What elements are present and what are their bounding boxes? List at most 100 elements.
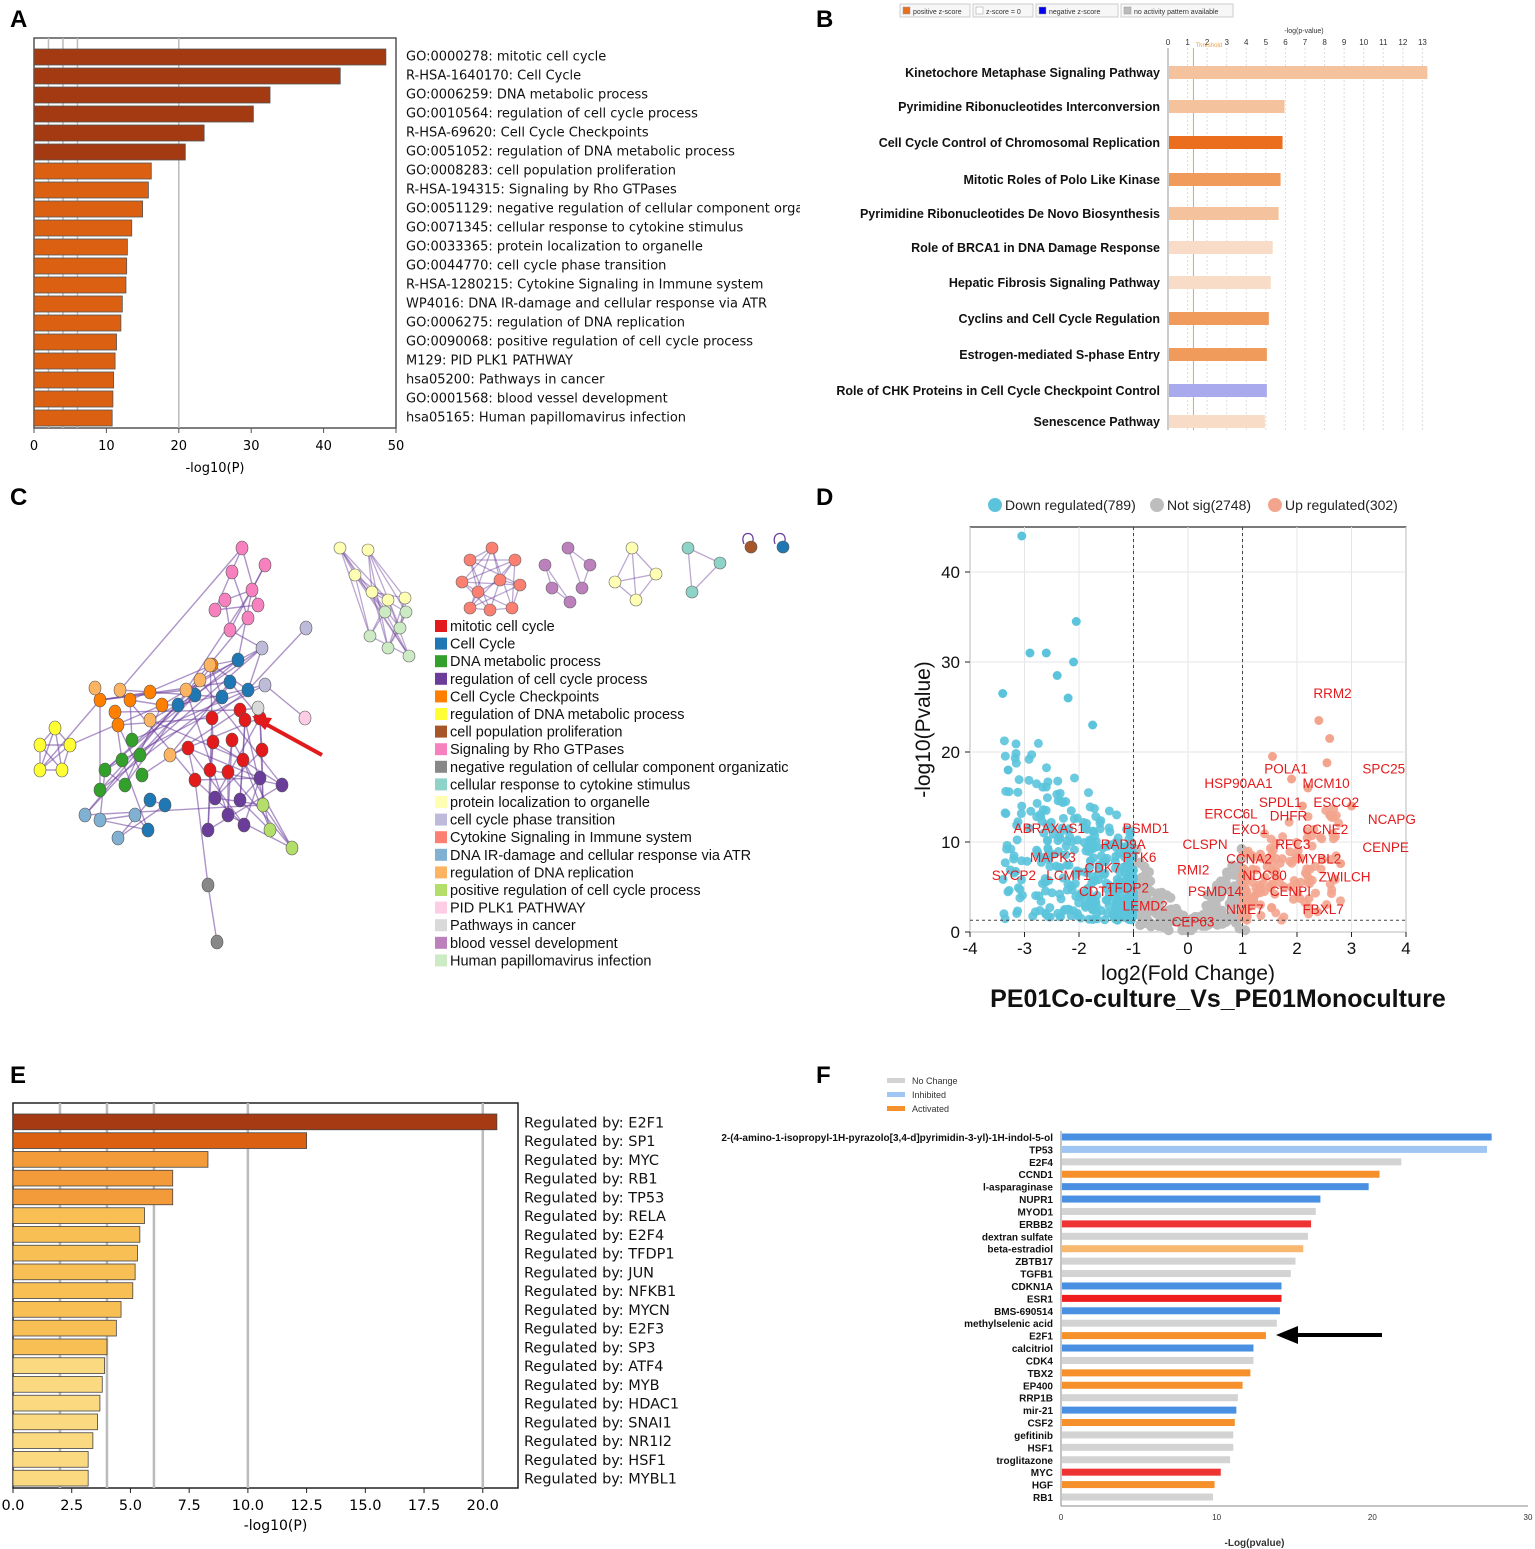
a-bar [33, 276, 127, 294]
f-category-label: NUPR1 [1019, 1195, 1053, 1206]
c-node [393, 621, 407, 635]
chart-a: GO:0000278: mitotic cell cycle R-HSA-1640… [30, 37, 800, 476]
d-gene-label: RAD9A [1101, 837, 1146, 852]
d-point-down [998, 874, 1008, 884]
e-bar [12, 1132, 308, 1149]
d-point-up [1334, 818, 1344, 828]
a-category-label: R-HSA-1640170: Cell Cycle [406, 69, 581, 84]
d-ytick-label: 40 [941, 563, 960, 582]
a-category-label: GO:0010564: regulation of cell cycle pro… [406, 107, 698, 122]
d-point-up [1289, 876, 1299, 886]
c-node [163, 747, 177, 763]
e-tick-label: 15.0 [349, 1498, 381, 1514]
c-node [203, 657, 217, 673]
d-point-up [1302, 826, 1312, 836]
c-edge [39, 699, 101, 771]
a-bar [33, 67, 341, 85]
c-node [108, 704, 122, 720]
b-tick-label: 7 [1303, 38, 1308, 47]
d-point-down [1003, 765, 1013, 775]
f-category-label: E2F4 [1029, 1158, 1053, 1169]
d-point-down [998, 689, 1008, 698]
d-point-up [1285, 847, 1295, 857]
a-bar [33, 238, 128, 256]
d-point-ns [1151, 894, 1162, 905]
d-point-down [1058, 813, 1068, 823]
b-tick-label: 5 [1264, 38, 1269, 47]
c-node [561, 541, 575, 555]
d-point-down [1000, 858, 1010, 868]
d-point-up [1303, 783, 1313, 793]
c-edge [99, 819, 149, 831]
e-category-label: Regulated by: RB1 [524, 1172, 658, 1188]
b-axis-title: -log(p-value) [1284, 28, 1323, 35]
d-point-down [1117, 883, 1127, 893]
b-tick-label: 8 [1322, 38, 1327, 47]
f-bar [1062, 1431, 1234, 1439]
c-node [223, 622, 237, 638]
e-bar [12, 1226, 141, 1243]
c-node [238, 712, 252, 728]
c-edge [511, 559, 516, 609]
a-tick-label: 10 [98, 439, 115, 454]
d-point-up [1266, 883, 1276, 893]
c-edge [469, 559, 521, 586]
c-node [133, 747, 147, 763]
d-point-up [1260, 829, 1270, 839]
f-bar [1062, 1481, 1215, 1489]
c-legend-label: negative regulation of cellular componen… [450, 760, 789, 776]
f-category-label: beta-estradiol [987, 1245, 1053, 1256]
f-bar [1062, 1406, 1237, 1414]
c-edge [367, 549, 407, 613]
a-bar [33, 352, 116, 370]
d-point-down [1127, 848, 1137, 858]
b-threshold-label: Threshold [1195, 43, 1222, 49]
d-point-up [1288, 894, 1298, 904]
d-point-down [1016, 875, 1026, 885]
c-legend-label: regulation of DNA metabolic process [450, 707, 685, 723]
f-category-label: ESR1 [1027, 1294, 1054, 1305]
d-point-down [1032, 798, 1042, 808]
d-point-down [1024, 775, 1034, 785]
e-category-label: Regulated by: SNAI1 [524, 1415, 672, 1431]
b-legend-swatch [1038, 6, 1047, 15]
panel-label-d: D [816, 484, 834, 511]
c-node [608, 575, 622, 589]
f-legend-label: Activated [912, 1104, 949, 1114]
d-point-down [1087, 879, 1097, 889]
b-bar [1169, 276, 1271, 289]
b-category-label: Cyclins and Cell Cycle Regulation [959, 312, 1160, 326]
c-legend-label: blood vessel development [450, 936, 618, 952]
c-edge [614, 573, 657, 583]
d-point-down [1066, 911, 1076, 921]
c-edge [131, 689, 249, 741]
f-bar [1062, 1294, 1282, 1302]
d-gene-label: CDK7 [1084, 861, 1120, 876]
d-point-down [1085, 856, 1095, 866]
d-point-down [1069, 773, 1079, 783]
a-category-label: GO:0033365: protein localization to orga… [406, 240, 703, 255]
d-point-up [1314, 716, 1324, 725]
c-edge [119, 547, 243, 691]
c-legend-label: cellular response to cytokine stimulus [450, 777, 690, 793]
c-node [625, 541, 639, 555]
c-edge [187, 747, 245, 826]
c-legend-label: Human papillomavirus infection [450, 953, 652, 969]
f-xlabel: -Log(pvalue) [1225, 1538, 1285, 1549]
d-gene-label: ERCC6L [1204, 807, 1258, 822]
d-point-up [1251, 865, 1261, 875]
c-node [48, 720, 62, 736]
b-tick-label: 2 [1205, 38, 1210, 47]
d-point-down [1017, 890, 1027, 900]
d-gene-label: EXO1 [1232, 822, 1268, 837]
c-node [575, 581, 589, 595]
d-xlabel: log2(Fold Change) [1101, 962, 1275, 985]
c-node [263, 822, 277, 838]
d-point-up [1336, 896, 1346, 906]
d-point-up [1256, 911, 1266, 921]
c-node [583, 558, 597, 572]
c-edge [84, 754, 141, 816]
b-legend-box [1035, 3, 1119, 18]
e-bar [12, 1188, 174, 1206]
d-legend-swatch [988, 498, 1002, 512]
